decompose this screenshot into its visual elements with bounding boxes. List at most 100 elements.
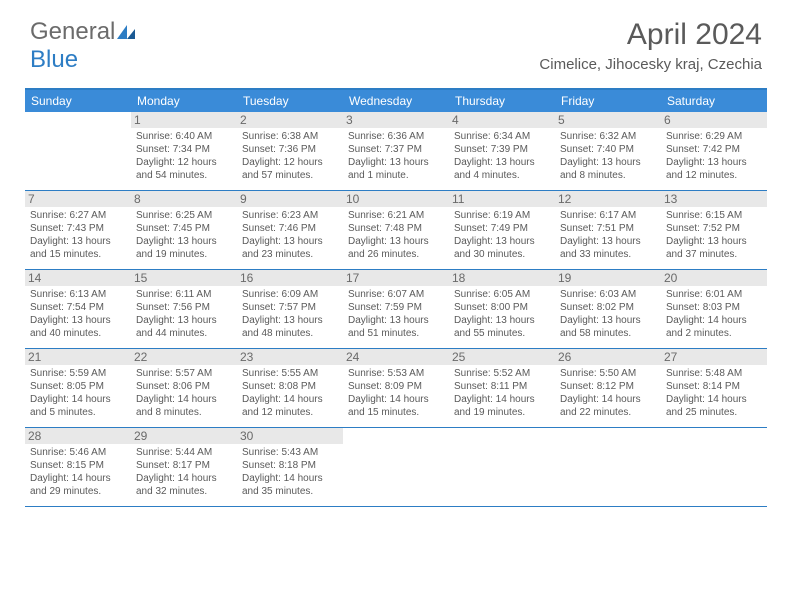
calendar-empty-cell (25, 112, 131, 190)
calendar-day-cell: 1 Sunrise: 6:40 AMSunset: 7:34 PMDaylight… (131, 112, 237, 190)
day-details: Sunrise: 6:40 AMSunset: 7:34 PMDaylight:… (136, 130, 232, 182)
logo-text-1: General (30, 18, 115, 45)
day-number: 2 (237, 112, 343, 128)
day-details: Sunrise: 6:29 AMSunset: 7:42 PMDaylight:… (666, 130, 762, 182)
day-details: Sunrise: 6:03 AMSunset: 8:02 PMDaylight:… (560, 288, 656, 340)
calendar-empty-cell (449, 428, 555, 506)
calendar-day-cell: 25 Sunrise: 5:52 AMSunset: 8:11 PMDayligh… (449, 349, 555, 427)
day-number: 10 (343, 191, 449, 207)
day-number: 1 (131, 112, 237, 128)
day-number: 17 (343, 270, 449, 286)
day-details: Sunrise: 6:11 AMSunset: 7:56 PMDaylight:… (136, 288, 232, 340)
calendar-day-cell: 18Sunrise: 6:05 AMSunset: 8:00 PMDayligh… (449, 270, 555, 348)
day-details: Sunrise: 6:21 AMSunset: 7:48 PMDaylight:… (348, 209, 444, 261)
day-number: 14 (25, 270, 131, 286)
calendar-day-cell: 21 Sunrise: 5:59 AMSunset: 8:05 PMDayligh… (25, 349, 131, 427)
day-number: 19 (555, 270, 661, 286)
day-details: Sunrise: 5:43 AMSunset: 8:18 PMDaylight:… (242, 446, 338, 498)
day-details: Sunrise: 6:23 AMSunset: 7:46 PMDaylight:… (242, 209, 338, 261)
day-number: 12 (555, 191, 661, 207)
calendar-body: 1 Sunrise: 6:40 AMSunset: 7:34 PMDaylight… (25, 112, 767, 507)
calendar-empty-cell (661, 428, 767, 506)
day-number: 8 (131, 191, 237, 207)
weekday-header-row: SundayMondayTuesdayWednesdayThursdayFrid… (25, 90, 767, 112)
day-number: 28 (25, 428, 131, 444)
day-details: Sunrise: 6:36 AMSunset: 7:37 PMDaylight:… (348, 130, 444, 182)
day-details: Sunrise: 6:15 AMSunset: 7:52 PMDaylight:… (666, 209, 762, 261)
weekday-header: Thursday (449, 90, 555, 112)
title-block: April 2024 Cimelice, Jihocesky kraj, Cze… (539, 18, 762, 73)
calendar-day-cell: 15 Sunrise: 6:11 AMSunset: 7:56 PMDayligh… (131, 270, 237, 348)
page-header: General Blue April 2024 Cimelice, Jihoce… (0, 0, 792, 80)
day-details: Sunrise: 6:17 AMSunset: 7:51 PMDaylight:… (560, 209, 656, 261)
day-details: Sunrise: 6:13 AMSunset: 7:54 PMDaylight:… (30, 288, 126, 340)
calendar-table: SundayMondayTuesdayWednesdayThursdayFrid… (25, 88, 767, 507)
calendar-day-cell: 26Sunrise: 5:50 AMSunset: 8:12 PMDayligh… (555, 349, 661, 427)
weekday-header: Monday (131, 90, 237, 112)
day-details: Sunrise: 5:44 AMSunset: 8:17 PMDaylight:… (136, 446, 232, 498)
calendar-empty-cell (343, 428, 449, 506)
day-details: Sunrise: 5:55 AMSunset: 8:08 PMDaylight:… (242, 367, 338, 419)
calendar-week-row: 14 Sunrise: 6:13 AMSunset: 7:54 PMDayligh… (25, 270, 767, 349)
weekday-header: Tuesday (237, 90, 343, 112)
day-number: 25 (449, 349, 555, 365)
day-number: 20 (661, 270, 767, 286)
day-number: 3 (343, 112, 449, 128)
day-details: Sunrise: 5:50 AMSunset: 8:12 PMDaylight:… (560, 367, 656, 419)
weekday-header: Saturday (661, 90, 767, 112)
day-details: Sunrise: 6:09 AMSunset: 7:57 PMDaylight:… (242, 288, 338, 340)
day-details: Sunrise: 6:34 AMSunset: 7:39 PMDaylight:… (454, 130, 550, 182)
calendar-day-cell: 17 Sunrise: 6:07 AMSunset: 7:59 PMDayligh… (343, 270, 449, 348)
calendar-day-cell: 14 Sunrise: 6:13 AMSunset: 7:54 PMDayligh… (25, 270, 131, 348)
day-number: 11 (449, 191, 555, 207)
day-details: Sunrise: 6:38 AMSunset: 7:36 PMDaylight:… (242, 130, 338, 182)
calendar-week-row: 1 Sunrise: 6:40 AMSunset: 7:34 PMDaylight… (25, 112, 767, 191)
location-label: Cimelice, Jihocesky kraj, Czechia (539, 56, 762, 73)
day-details: Sunrise: 6:25 AMSunset: 7:45 PMDaylight:… (136, 209, 232, 261)
calendar-day-cell: 10 Sunrise: 6:21 AMSunset: 7:48 PMDayligh… (343, 191, 449, 269)
calendar-day-cell: 19 Sunrise: 6:03 AMSunset: 8:02 PMDayligh… (555, 270, 661, 348)
day-number: 5 (555, 112, 661, 128)
month-title: April 2024 (539, 18, 762, 52)
day-number: 30 (237, 428, 343, 444)
calendar-day-cell: 22Sunrise: 5:57 AMSunset: 8:06 PMDayligh… (131, 349, 237, 427)
day-number: 4 (449, 112, 555, 128)
day-number: 21 (25, 349, 131, 365)
calendar-week-row: 28 Sunrise: 5:46 AMSunset: 8:15 PMDayligh… (25, 428, 767, 507)
calendar-day-cell: 23 Sunrise: 5:55 AMSunset: 8:08 PMDayligh… (237, 349, 343, 427)
day-number: 23 (237, 349, 343, 365)
logo: General Blue (30, 18, 137, 74)
calendar-day-cell: 7 Sunrise: 6:27 AMSunset: 7:43 PMDaylight… (25, 191, 131, 269)
calendar-day-cell: 27Sunrise: 5:48 AMSunset: 8:14 PMDayligh… (661, 349, 767, 427)
day-number: 6 (661, 112, 767, 128)
calendar-day-cell: 4 Sunrise: 6:34 AMSunset: 7:39 PMDaylight… (449, 112, 555, 190)
calendar-day-cell: 24Sunrise: 5:53 AMSunset: 8:09 PMDayligh… (343, 349, 449, 427)
calendar-day-cell: 6 Sunrise: 6:29 AMSunset: 7:42 PMDaylight… (661, 112, 767, 190)
calendar-day-cell: 3 Sunrise: 6:36 AMSunset: 7:37 PMDaylight… (343, 112, 449, 190)
day-details: Sunrise: 5:53 AMSunset: 8:09 PMDaylight:… (348, 367, 444, 419)
day-number: 13 (661, 191, 767, 207)
calendar-day-cell: 8 Sunrise: 6:25 AMSunset: 7:45 PMDaylight… (131, 191, 237, 269)
calendar-empty-cell (555, 428, 661, 506)
calendar-week-row: 7 Sunrise: 6:27 AMSunset: 7:43 PMDaylight… (25, 191, 767, 270)
calendar-day-cell: 2 Sunrise: 6:38 AMSunset: 7:36 PMDaylight… (237, 112, 343, 190)
calendar-day-cell: 30 Sunrise: 5:43 AMSunset: 8:18 PMDayligh… (237, 428, 343, 506)
logo-text-2: Blue (30, 46, 78, 73)
day-number: 15 (131, 270, 237, 286)
day-details: Sunrise: 5:48 AMSunset: 8:14 PMDaylight:… (666, 367, 762, 419)
day-details: Sunrise: 6:01 AMSunset: 8:03 PMDaylight:… (666, 288, 762, 340)
calendar-day-cell: 28 Sunrise: 5:46 AMSunset: 8:15 PMDayligh… (25, 428, 131, 506)
day-number: 29 (131, 428, 237, 444)
day-details: Sunrise: 5:59 AMSunset: 8:05 PMDaylight:… (30, 367, 126, 419)
day-details: Sunrise: 6:32 AMSunset: 7:40 PMDaylight:… (560, 130, 656, 182)
logo-icon (117, 18, 137, 45)
day-details: Sunrise: 6:27 AMSunset: 7:43 PMDaylight:… (30, 209, 126, 261)
day-details: Sunrise: 5:52 AMSunset: 8:11 PMDaylight:… (454, 367, 550, 419)
day-details: Sunrise: 5:46 AMSunset: 8:15 PMDaylight:… (30, 446, 126, 498)
day-details: Sunrise: 6:05 AMSunset: 8:00 PMDaylight:… (454, 288, 550, 340)
day-details: Sunrise: 5:57 AMSunset: 8:06 PMDaylight:… (136, 367, 232, 419)
calendar-day-cell: 5 Sunrise: 6:32 AMSunset: 7:40 PMDaylight… (555, 112, 661, 190)
calendar-day-cell: 11Sunrise: 6:19 AMSunset: 7:49 PMDayligh… (449, 191, 555, 269)
day-number: 7 (25, 191, 131, 207)
day-details: Sunrise: 6:07 AMSunset: 7:59 PMDaylight:… (348, 288, 444, 340)
